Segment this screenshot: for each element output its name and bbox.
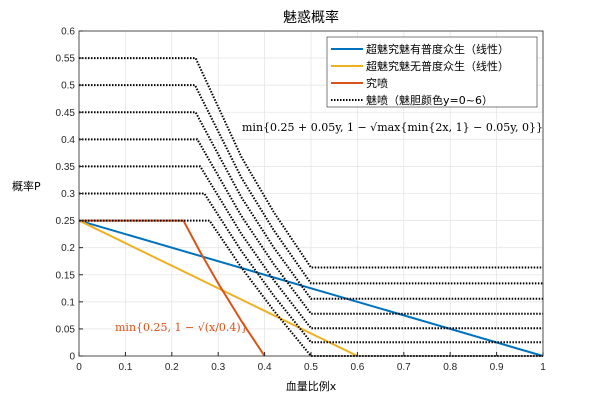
y-tick-label: 0.05 <box>56 324 76 335</box>
series-0-line <box>78 219 544 357</box>
series-mei-pen-y6-line <box>79 57 543 269</box>
y-tick-label: 0.45 <box>56 108 76 119</box>
legend: 超魅究魅有普度众生（线性） 超魅究魅无普度众生（线性） 究喷魅喷（魅胆颜色y=0~6… <box>326 36 538 108</box>
y-axis-label: 概率P <box>12 179 41 193</box>
series-mei-pen-y0-line <box>79 219 543 357</box>
x-tick-label: 1 <box>540 362 546 373</box>
chart-title: 魅惑概率 <box>283 9 339 26</box>
legend-entry: 究喷 <box>366 76 388 90</box>
x-tick-label: 0.9 <box>490 362 504 373</box>
y-tick-label: 0.1 <box>61 297 75 308</box>
series-1-line <box>78 219 358 357</box>
annotation-mei-pen-formula: min{0.25 + 0.05y, 1 − √max{min{2x, 1} − … <box>242 121 543 134</box>
y-tick-label: 0 <box>69 352 75 363</box>
series-lines <box>78 57 544 357</box>
y-tick-label: 0.3 <box>61 189 75 200</box>
y-tick-label: 0.15 <box>56 270 76 281</box>
series-mei-pen-y4-line <box>79 111 543 300</box>
x-tick-label: 0.7 <box>397 362 411 373</box>
legend-entry: 魅喷（魅胆颜色y=0~6） <box>366 93 493 107</box>
ticks: 0 0.1 0.2 0.3 0.4 0.5 0.6 0.7 0.8 0.9 1 0 0.05 0.1 0.1… <box>56 27 547 374</box>
y-tick-label: 0.35 <box>56 162 76 173</box>
series-mei-pen-y5-line <box>79 84 543 285</box>
x-tick-label: 0 <box>76 362 82 373</box>
y-tick-label: 0.55 <box>56 54 76 65</box>
y-tick-label: 0.5 <box>61 81 75 92</box>
x-tick-label: 0.4 <box>258 362 272 373</box>
x-tick-label: 0.5 <box>304 362 318 373</box>
y-tick-label: 0.25 <box>56 216 76 227</box>
annotation-jiu-pen-formula: min{0.25, 1 − √(x/0.4)} <box>115 321 248 334</box>
x-tick-label: 0.3 <box>211 362 225 373</box>
x-tick-label: 0.8 <box>443 362 457 373</box>
y-tick-label: 0.4 <box>61 135 75 146</box>
y-tick-label: 0.6 <box>61 27 75 38</box>
x-axis-label: 血量比例x <box>286 379 337 393</box>
legend-entry: 超魅究魅有普度众生（线性） <box>366 42 509 56</box>
series-mei-pen-y2-line <box>79 165 543 330</box>
x-tick-label: 0.1 <box>118 362 132 373</box>
y-tick-label: 0.2 <box>61 243 75 254</box>
legend-entry: 超魅究魅无普度众生（线性） <box>366 59 509 73</box>
x-tick-label: 0.6 <box>350 362 364 373</box>
x-tick-label: 0.2 <box>165 362 179 373</box>
